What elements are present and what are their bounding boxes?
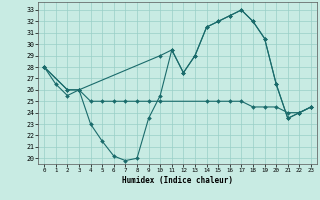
X-axis label: Humidex (Indice chaleur): Humidex (Indice chaleur) (122, 176, 233, 185)
